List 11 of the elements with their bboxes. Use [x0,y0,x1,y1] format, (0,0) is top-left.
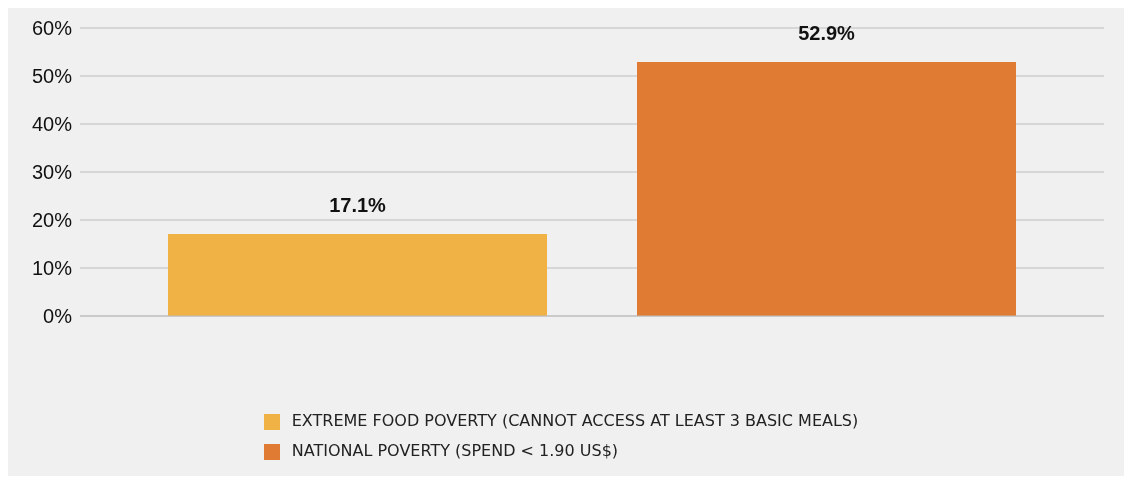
y-tick-label: 50% [31,65,73,88]
y-tick-label: 0% [43,305,73,328]
y-tick-label: 20% [31,209,73,232]
data-label: 17.1% [329,193,387,216]
y-tick-label: 30% [31,161,73,184]
legend-label: NATIONAL POVERTY (SPEND < 1.90 US$) [291,441,619,460]
y-tick-label: 10% [31,257,73,280]
y-tick-label: 60% [31,17,73,40]
data-label: 52.9% [798,22,856,45]
y-tick-label: 40% [31,113,73,136]
legend-label: EXTREME FOOD POVERTY (CANNOT ACCESS AT LEAST 3 BASIC MEALS) [291,411,859,430]
